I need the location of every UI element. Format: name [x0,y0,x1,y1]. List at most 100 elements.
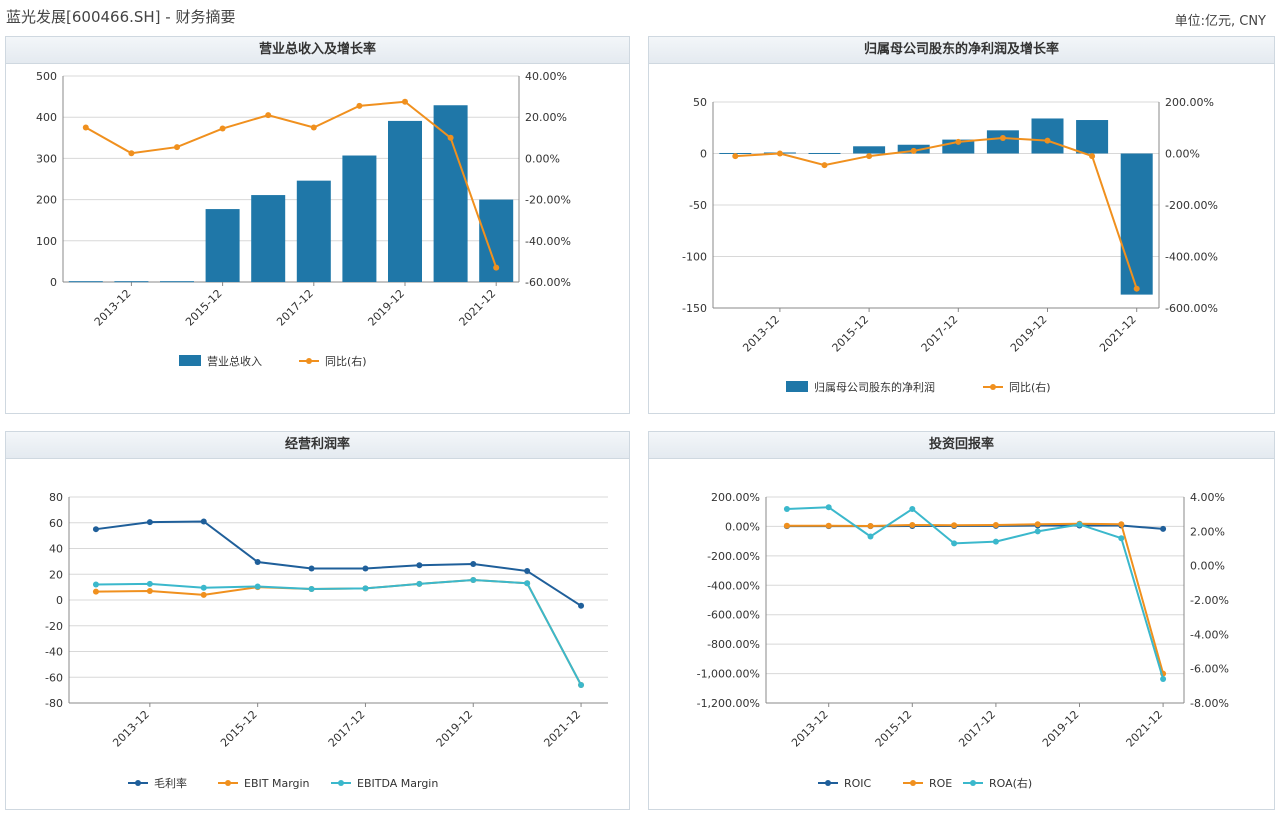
data-point [992,521,999,528]
y-tick-label: -600.00% [707,609,760,622]
y-tick-label: 0 [50,276,57,289]
page-title: 蓝光发展[600466.SH] - 财务摘要 [6,8,236,26]
y-tick-label: 50 [693,96,707,109]
data-point [909,521,916,528]
series-line [735,137,1138,290]
data-point [776,150,783,157]
data-point [992,538,999,545]
data-point [362,585,369,592]
y2-tick-label: 2.00% [1190,525,1225,538]
data-point [82,124,89,131]
margin-chart: 80 60 40 20 0 -20 -40 -60 -80 2013-12 2015-12 2017-… [45,491,608,790]
bar [1120,153,1153,295]
y2-tick-label: -6.00% [1190,663,1229,676]
data-point [174,144,180,151]
legend-swatch [179,355,201,366]
data-point [200,584,207,591]
data-point [783,506,790,513]
x-tick-label: 2015-12 [183,287,225,329]
data-point [92,526,99,533]
data-point [128,150,135,157]
legend-label: 同比(右) [325,354,367,368]
y2-tick-label: 200.00% [1165,96,1214,109]
x-tick-label: 2015-12 [218,708,260,750]
unit-label: 单位:亿元, CNY [1174,14,1266,29]
data-point [416,562,423,569]
series-line [95,579,582,686]
y2-tick-label: -200.00% [1165,199,1218,212]
x-tick-label: 2013-12 [110,708,152,750]
y-tick-label: -1,200.00% [697,697,760,710]
x-tick-label: 2019-12 [1008,313,1050,355]
data-point [308,565,315,572]
y2-tick-label: 20.00% [525,111,567,124]
chart-title: 投资回报率 [649,432,1274,459]
data-point [951,522,958,529]
data-point [265,112,272,119]
y-tick-label: -80 [45,697,63,710]
data-point [146,580,153,587]
x-tick-label: 2021-12 [457,287,499,329]
chart-title: 经营利润率 [6,432,629,459]
data-point [825,504,832,511]
x-tick-label: 2017-12 [274,287,316,329]
x-tick-label: 2019-12 [434,708,476,750]
data-point [578,602,585,609]
data-point [310,124,317,131]
data-point [1089,153,1096,160]
net-profit-chart: 50 0 -50 -100 -150 200.00% 0.00% -200.00% -400.0… [682,96,1218,394]
y-tick-label: -60 [45,671,63,684]
legend-label: 营业总收入 [207,354,262,368]
bar [68,281,103,283]
x-tick-label: 2017-12 [919,313,961,355]
data-point [867,522,874,529]
series-line [786,506,1165,680]
revenue-chart: 500 400 300 200 100 0 40.00% 20.00% 0.00% -20.00%… [36,70,571,368]
y-tick-label: 0 [700,148,707,161]
data-point [308,586,315,593]
data-point [447,134,454,141]
data-point [524,580,531,587]
legend-label: ROA(右) [989,776,1032,790]
bar [296,180,331,282]
data-point [524,568,531,575]
data-point [783,522,790,529]
data-point [955,138,962,145]
data-point [825,522,832,529]
bar [342,155,377,282]
data-point [1044,137,1051,144]
bar [433,105,468,282]
data-point [1076,521,1083,528]
data-point [1118,521,1125,528]
x-tick-label: 2017-12 [956,708,998,750]
legend-label: 毛利率 [154,776,187,790]
legend-marker [225,780,231,786]
data-point [578,681,585,688]
bar [388,120,422,282]
page-header: 蓝光发展[600466.SH] - 财务摘要 单位:亿元, CNY [0,0,1280,36]
bar [205,209,240,282]
y2-tick-label: -2.00% [1190,594,1229,607]
y2-tick-label: -600.00% [1165,302,1218,315]
bar [160,281,194,283]
bar [986,130,1019,154]
y2-tick-label: -400.00% [1165,251,1218,264]
y-tick-label: -150 [682,302,707,315]
data-point [416,580,423,587]
y-tick-label: -1,000.00% [697,668,760,681]
data-point [402,98,408,105]
legend-marker [306,358,312,364]
data-point [200,518,207,525]
y2-tick-label: 0.00% [1190,560,1225,573]
y-tick-label: -200.00% [707,550,760,563]
legend-label: 同比(右) [1009,380,1051,394]
y-tick-label: -50 [689,199,707,212]
y-tick-label: -800.00% [707,638,760,651]
y-tick-label: 60 [49,517,63,530]
data-point [1118,535,1125,542]
data-point [999,135,1006,142]
legend-marker [910,780,916,786]
y-tick-label: -40 [45,646,63,659]
chart-panel-revenue: 营业总收入及增长率 500 400 300 200 100 0 40.00% 20.00% 0.… [5,36,630,414]
y2-tick-label: 4.00% [1190,491,1225,504]
